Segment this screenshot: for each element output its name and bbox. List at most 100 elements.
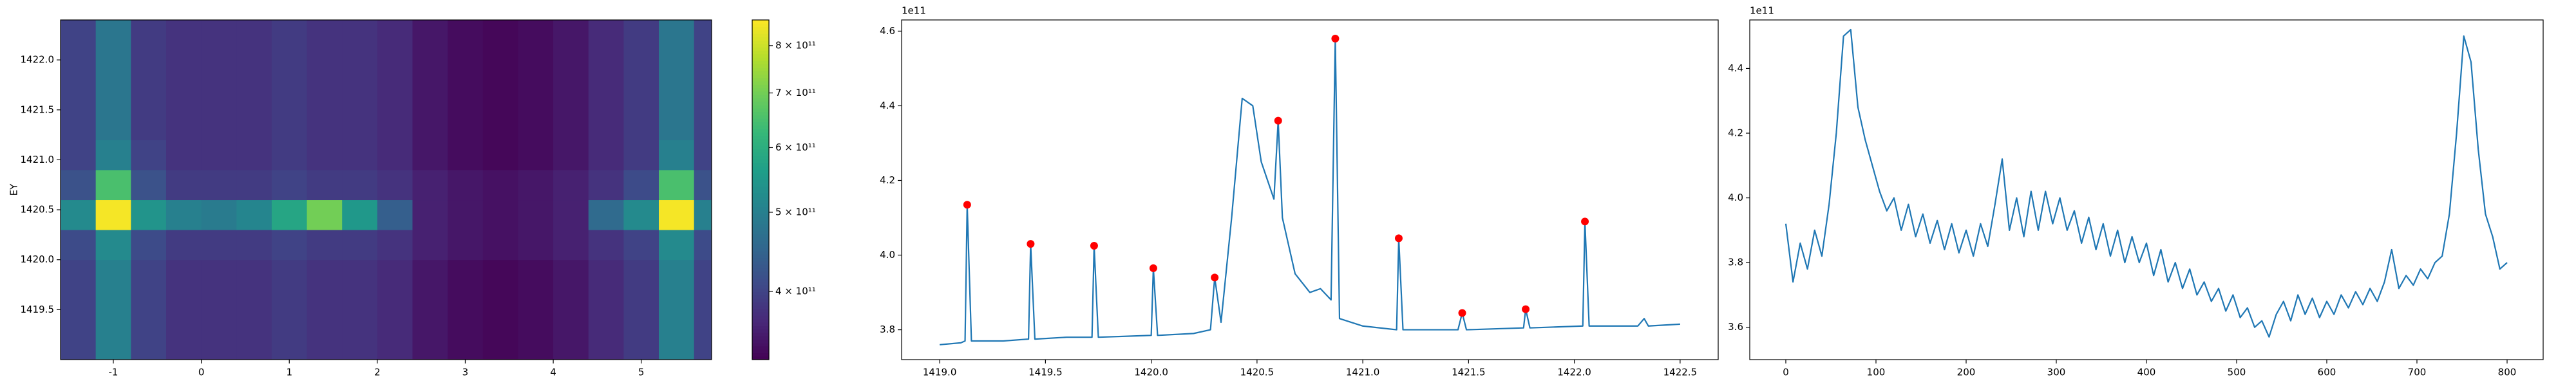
heatmap-cell (694, 20, 712, 140)
x-tick-label: -1 (108, 367, 118, 378)
colorbar-segment (752, 268, 769, 272)
y-tick-label: 4.4 (1728, 62, 1743, 74)
colorbar-segment (752, 108, 769, 113)
heatmap-cell (553, 199, 589, 230)
colorbar-segment (752, 71, 769, 75)
heatmap-cell (518, 259, 554, 360)
y-tick-label: 1420.0 (21, 253, 55, 265)
colorbar-segment (752, 284, 769, 289)
colorbar-segment (752, 315, 769, 320)
y-tick-label: 1419.5 (21, 304, 55, 315)
colorbar-segment (752, 278, 769, 282)
colorbar-segment (752, 339, 769, 344)
colorbar-segment (752, 220, 769, 225)
peak-marker (1027, 240, 1035, 248)
heatmap-cell (271, 199, 308, 230)
colorbar-segment (752, 356, 769, 360)
colorbar-segment (752, 43, 769, 48)
colorbar-segment (752, 67, 769, 71)
colorbar-tick-label: 8 × 10¹¹ (775, 39, 816, 51)
colorbar-segment (752, 275, 769, 279)
x-tick-label: 700 (2408, 367, 2427, 378)
heatmap-cell (659, 140, 695, 170)
y-tick-label: 3.8 (1728, 257, 1743, 268)
heatmap-cell (201, 169, 237, 201)
colorbar-segment (752, 288, 769, 292)
heatmap-cell (623, 259, 659, 360)
heatmap-cell (95, 259, 131, 360)
colorbar-segment (752, 77, 769, 82)
heatmap-cell (694, 230, 712, 261)
heatmap-cell (201, 199, 237, 230)
heatmap-cell (342, 259, 378, 360)
heatmap-cell (61, 20, 97, 140)
x-tick-label: 1421.0 (1346, 367, 1380, 378)
heatmap-cell (166, 259, 202, 360)
heatmap-cell (61, 230, 97, 261)
colorbar-segment (752, 345, 769, 350)
heatmap-cell (623, 169, 659, 201)
colorbar-segment (752, 166, 769, 170)
heatmap-cell (131, 20, 167, 140)
heatmap-cell (377, 20, 413, 140)
colorbar-segment (752, 111, 769, 116)
colorbar-segment (752, 302, 769, 306)
colorbar-segment (752, 190, 769, 194)
colorbar-segment (752, 312, 769, 316)
colorbar-segment (752, 138, 769, 143)
y-tick-label: 1421.5 (21, 104, 55, 115)
colorbar-segment (752, 196, 769, 201)
heatmap-cell (623, 230, 659, 261)
colorbar-segment (752, 264, 769, 269)
axes-frame (60, 19, 712, 360)
colorbar-segment (752, 101, 769, 106)
colorbar-segment (752, 162, 769, 167)
heatmap-cell (307, 140, 343, 170)
heatmap-cell (131, 140, 167, 170)
heatmap-cell (307, 199, 343, 230)
heatmap-cell (61, 169, 97, 201)
heatmap-cell (518, 199, 554, 230)
heatmap-cell (342, 169, 378, 201)
heatmap-cell (412, 199, 448, 230)
colorbar-segment (752, 118, 769, 122)
heatmap-cell (377, 230, 413, 261)
heatmap-cell (307, 259, 343, 360)
colorbar-segment (752, 298, 769, 302)
heatmap-cell (588, 259, 624, 360)
colorbar-segment (752, 74, 769, 78)
colorbar-segment (752, 169, 769, 174)
heatmap-cell (236, 259, 272, 360)
colorbar-segment (752, 40, 769, 44)
peak-marker (963, 201, 971, 209)
heatmap-cell (61, 140, 97, 170)
heatmap-cell (236, 199, 272, 230)
heatmap-cell (694, 140, 712, 170)
colorbar-segment (752, 281, 769, 286)
colorbar-segment (752, 322, 769, 326)
heatmap-cell (131, 169, 167, 201)
heatmap-cell (377, 140, 413, 170)
axes-frame (901, 19, 1719, 360)
heatmap-cell (553, 140, 589, 170)
x-tick-label: 1420.5 (1240, 367, 1274, 378)
colorbar-segment (752, 227, 769, 231)
heatmap-cell (448, 199, 484, 230)
heatmap-cell (482, 230, 518, 261)
y-tick-label: 3.8 (880, 324, 895, 335)
heatmap-cell (482, 169, 518, 201)
y-axis-label: EY (8, 183, 20, 196)
colorbar-segment (752, 207, 769, 211)
heatmap-cell (482, 140, 518, 170)
colorbar-segment (752, 308, 769, 313)
heatmap-cell (342, 140, 378, 170)
colorbar-segment (752, 329, 769, 333)
colorbar-segment (752, 332, 769, 336)
heatmap-cell (166, 140, 202, 170)
x-tick-label: 1422.5 (1663, 367, 1698, 378)
heatmap-cell (694, 169, 712, 201)
x-tick-label: 300 (2047, 367, 2066, 378)
heatmap-cell (271, 140, 308, 170)
peak-marker (1149, 264, 1157, 272)
heatmap-cell (377, 199, 413, 230)
